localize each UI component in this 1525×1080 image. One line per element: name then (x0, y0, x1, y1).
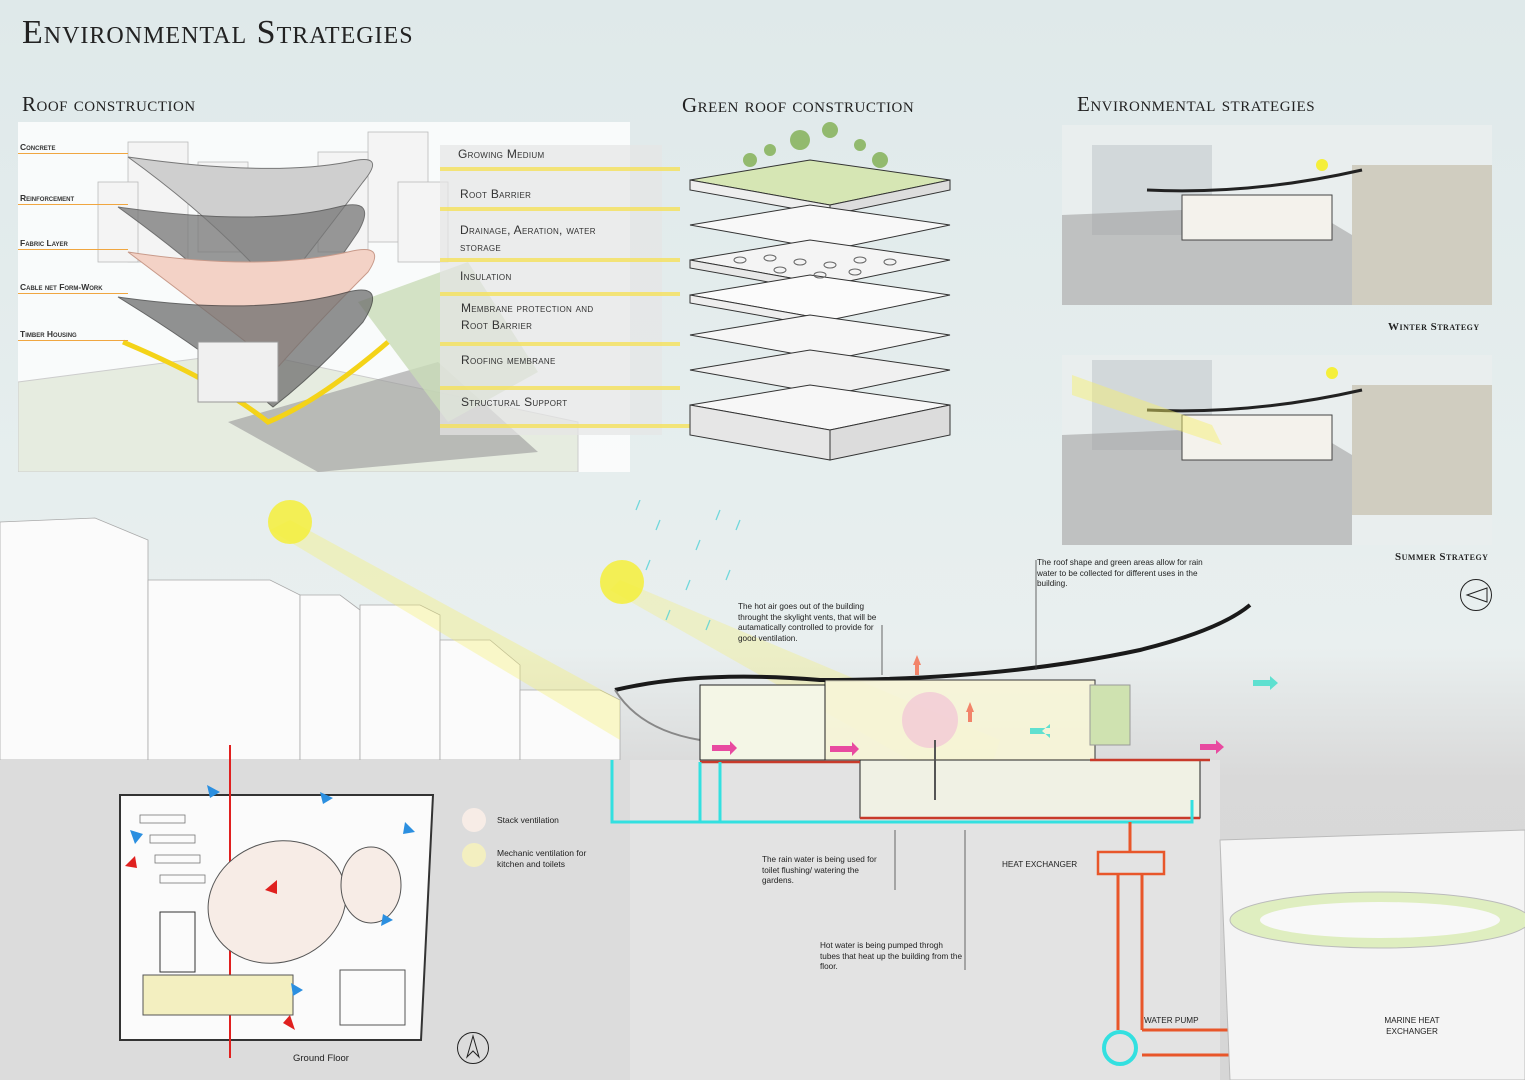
winter-strategy-label: Winter Strategy (1388, 321, 1480, 333)
roof-layer-label: Cable net Form-Work (20, 282, 103, 292)
roof-layer-leader (18, 340, 128, 341)
green-roof-label-band (440, 342, 680, 346)
page-title: Environmental Strategies (22, 14, 414, 51)
roof-layer-label: Timber Housing (20, 329, 77, 339)
green-roof-layer-label: Roofing membrane (461, 353, 556, 367)
ground-floor-plan (119, 745, 435, 1058)
green-roof-layer-label: Insulation (460, 269, 512, 283)
stack-ventilation-swatch (462, 808, 486, 832)
marine-heat-exchanger-label: MARINE HEAT EXCHANGER (1384, 1016, 1440, 1036)
green-roof-exploded-drawing (689, 122, 951, 461)
water-pump-icon (1102, 1030, 1138, 1066)
green-roof-label-band (440, 167, 680, 171)
site-section-drawing (0, 500, 1525, 1080)
green-roof-layer-label: Membrane protection and Root Barrier (461, 301, 594, 332)
green-roof-layer-label: Structural Support (461, 395, 568, 409)
roof-layer-leader (18, 153, 128, 154)
green-roof-label-band (440, 207, 680, 211)
hot-water-note: Hot water is being pumped throgh tubes t… (820, 941, 963, 971)
summer-strategy-label: Summer Strategy (1395, 551, 1489, 563)
timber-housing-layer (122, 339, 390, 425)
green-roof-label-band (440, 292, 680, 296)
north-arrow-icon (457, 1032, 489, 1064)
roof-layer-label: Concrete (20, 142, 56, 152)
hot-air-note: The hot air goes out of the building thr… (738, 602, 877, 643)
green-roof-title: Green roof construction (682, 93, 915, 117)
green-roof-layer-label: Growing Medium (458, 147, 545, 161)
green-roof-label-band (440, 424, 690, 428)
env-strategies-sections (1062, 125, 1492, 545)
stack-ventilation-label: Stack ventilation (497, 815, 559, 825)
north-arrow-icon (1460, 579, 1492, 611)
green-roof-label-band (440, 386, 680, 390)
green-roof-layer-label: Drainage, Aeration, water storage (460, 223, 596, 254)
green-roof-layer-label: Root Barrier (460, 187, 532, 201)
sun-icon (600, 560, 644, 604)
roof-construction-title: Roof construction (22, 92, 196, 116)
heat-exchanger-label: HEAT EXCHANGER (1002, 860, 1078, 869)
roof-layer-label: Reinforcement (20, 193, 75, 203)
rain-water-note: The rain water is being used for toilet … (762, 855, 877, 885)
roof-layer-leader (18, 293, 128, 294)
roof-layer-leader (18, 204, 128, 205)
mechanic-ventilation-label: Mechanic ventilation for kitchen and toi… (497, 848, 587, 869)
green-roof-label-band (440, 258, 680, 262)
roof-layer-label: Fabric Layer (20, 238, 68, 248)
water-pump-label: WATER PUMP (1144, 1016, 1199, 1025)
roof-layer-leader (18, 249, 128, 250)
roof-shape-note: The roof shape and green areas allow for… (1037, 558, 1203, 588)
sun-icon (268, 500, 312, 544)
mechanic-ventilation-swatch (462, 843, 486, 867)
ground-floor-caption: Ground Floor (293, 1053, 349, 1064)
env-strategies-title: Environmental strategies (1077, 92, 1316, 116)
